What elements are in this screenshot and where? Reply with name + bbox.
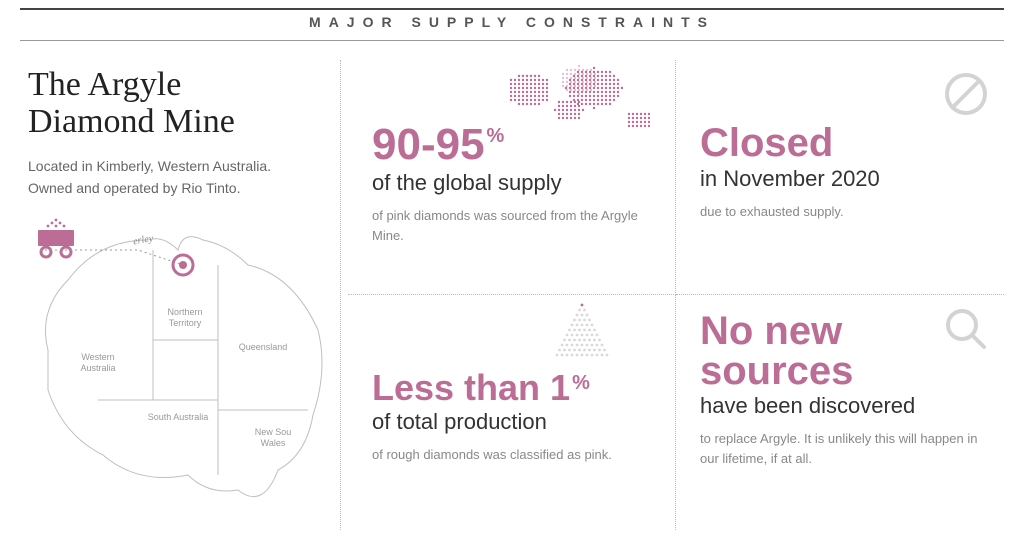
stat-sub-dark: in November 2020: [700, 166, 984, 192]
left-column: The Argyle Diamond Mine Located in Kimbe…: [28, 66, 328, 200]
svg-text:Northern: Northern: [167, 307, 202, 317]
svg-text:Queensland: Queensland: [239, 342, 288, 352]
mine-title-line1: The Argyle: [28, 66, 181, 103]
svg-text:Wales: Wales: [261, 438, 286, 448]
mine-title: The Argyle Diamond Mine: [28, 66, 328, 141]
world-dots-icon: [499, 60, 669, 150]
vertical-divider: [340, 60, 341, 530]
magnifier-icon: [942, 305, 990, 353]
svg-text:New Sou: New Sou: [255, 427, 292, 437]
pyramid-dots-icon: [517, 299, 647, 373]
stat-global-supply: 90-95% of the global supply of pink diam…: [348, 60, 676, 295]
stat-sub-dark: of total production: [372, 409, 655, 435]
stat-closed: Closed in November 2020 due to exhausted…: [676, 60, 1004, 295]
stat-value: Less than 1%: [372, 369, 655, 407]
stat-no-new-sources: No new sources have been discovered to r…: [676, 295, 1004, 530]
mine-sub-line1: Located in Kimberly, Western Australia.: [28, 158, 271, 174]
page-header: MAJOR SUPPLY CONSTRAINTS: [0, 14, 1024, 30]
svg-text:South Australia: South Australia: [148, 412, 209, 422]
label-wa: Western: [81, 352, 114, 362]
stats-grid: 90-95% of the global supply of pink diam…: [348, 60, 1004, 530]
mine-title-line2: Diamond Mine: [28, 103, 235, 140]
stat-sub-light: of pink diamonds was sourced from the Ar…: [372, 206, 655, 245]
prohibit-icon: [942, 70, 990, 118]
stat-sub-dark: have been discovered: [700, 393, 984, 419]
stat-sub-light: of rough diamonds was classified as pink…: [372, 445, 655, 465]
rule-top: [20, 8, 1004, 10]
stat-value: Closed: [700, 122, 984, 164]
stat-sub-light: to replace Argyle. It is unlikely this w…: [700, 429, 984, 468]
svg-text:Australia: Australia: [80, 363, 115, 373]
svg-text:Kimberley: Kimberley: [28, 210, 154, 248]
mine-subtitle: Located in Kimberly, Western Australia. …: [28, 155, 328, 200]
australia-map: Western Australia Northern Territory Que…: [28, 210, 338, 520]
stat-production: Less than 1% of total production of roug…: [348, 295, 676, 530]
rule-mid: [20, 40, 1004, 41]
mine-sub-line2: Owned and operated by Rio Tinto.: [28, 180, 240, 196]
stat-sub-dark: of the global supply: [372, 170, 655, 196]
stat-sub-light: due to exhausted supply.: [700, 202, 984, 222]
svg-text:Territory: Territory: [169, 318, 202, 328]
